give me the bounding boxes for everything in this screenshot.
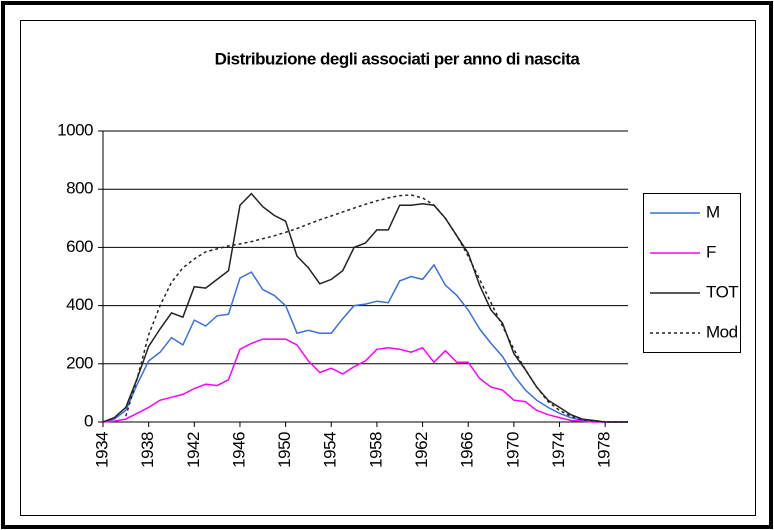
x-tick-label: 1942	[184, 432, 203, 468]
y-tick-label: 1000	[57, 120, 93, 139]
x-tick-label: 1934	[92, 432, 111, 468]
x-tick-label: 1974	[549, 432, 568, 468]
legend-label: TOT	[706, 282, 738, 301]
y-tick-label: 400	[66, 295, 93, 314]
legend-label: F	[706, 242, 716, 261]
x-tick-label: 1958	[366, 432, 385, 468]
legend-label: Mod	[706, 322, 738, 341]
x-tick-label: 1970	[503, 432, 522, 468]
y-tick-label: 0	[84, 411, 93, 430]
x-tick-label: 1950	[275, 432, 294, 468]
chart-title: Distribuzione degli associati per anno d…	[215, 49, 581, 68]
x-tick-label: 1962	[412, 432, 431, 468]
series-line	[102, 338, 628, 423]
legend-label: M	[706, 202, 720, 221]
chart-frame	[20, 20, 756, 516]
x-tick-label: 1938	[138, 432, 157, 468]
series-line	[125, 194, 628, 423]
x-tick-label: 1966	[458, 432, 477, 468]
series-line	[102, 263, 628, 423]
y-tick-label: 600	[66, 237, 93, 256]
y-tick-label: 800	[66, 179, 93, 198]
x-tick-label: 1978	[595, 432, 614, 468]
x-tick-label: 1954	[321, 432, 340, 468]
y-tick-label: 200	[66, 353, 93, 372]
x-tick-label: 1946	[229, 432, 248, 468]
legend-box	[643, 193, 741, 353]
